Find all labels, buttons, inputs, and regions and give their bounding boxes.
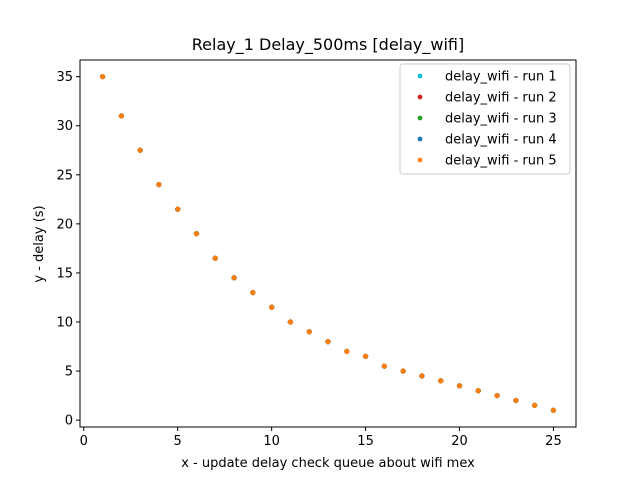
y-axis: 0 5 10 15 20 25 30 35	[56, 70, 80, 429]
data-point	[250, 289, 256, 296]
legend-label: delay_wifi - run 3	[445, 112, 557, 127]
plot-area	[79, 59, 577, 428]
data-point	[287, 319, 294, 325]
legend-box	[399, 63, 571, 175]
data-point	[550, 407, 557, 413]
series-run-5	[99, 74, 557, 413]
data-point	[344, 348, 350, 355]
data-point	[438, 378, 444, 384]
data-point	[212, 255, 218, 261]
data-point	[419, 373, 425, 379]
data-point	[156, 181, 162, 188]
x-axis-label: x - update delay check queue about wifi …	[181, 456, 475, 471]
legend-label: delay_wifi - run 2	[445, 91, 557, 106]
data-point	[513, 397, 519, 404]
data-point	[494, 392, 500, 399]
data-point	[268, 304, 275, 310]
data-point	[456, 383, 463, 389]
data-point	[306, 329, 312, 335]
y-tick-label: 30	[56, 119, 73, 134]
data-points	[99, 74, 557, 413]
data-point	[99, 74, 106, 80]
data-point	[532, 402, 538, 409]
x-tick-label: 0	[80, 434, 88, 449]
y-tick-label: 25	[56, 168, 73, 183]
chart-title: Relay_1 Delay_500ms [delay_wifi]	[192, 35, 464, 55]
legend-label: delay_wifi - run 1	[445, 70, 557, 85]
legend-marker	[417, 94, 423, 100]
data-point	[362, 353, 369, 359]
x-tick-label: 5	[174, 434, 182, 449]
x-axis: 0 5 10 15 20 25	[80, 427, 562, 449]
y-tick-label: 10	[56, 316, 73, 331]
legend-marker	[417, 73, 423, 79]
legend-marker	[417, 136, 423, 142]
x-tick-label: 20	[451, 434, 468, 449]
y-tick-label: 35	[56, 70, 73, 85]
legend-label: delay_wifi - run 5	[445, 154, 557, 169]
data-point	[193, 231, 200, 237]
x-tick-label: 10	[263, 434, 280, 449]
data-point	[175, 206, 181, 212]
data-point	[137, 147, 143, 153]
data-point	[231, 275, 237, 281]
y-tick-label: 0	[65, 414, 73, 429]
data-point	[325, 338, 331, 345]
legend: delay_wifi - run 1 delay_wifi - run 2 dela…	[399, 63, 571, 175]
y-tick-label: 15	[56, 266, 73, 281]
plot-frame	[79, 59, 577, 428]
legend-marker	[417, 115, 423, 121]
legend-marker	[417, 157, 423, 163]
data-point	[400, 368, 406, 374]
legend-label: delay_wifi - run 4	[445, 133, 557, 148]
y-tick-label: 20	[56, 217, 73, 232]
y-tick-label: 5	[65, 365, 73, 380]
data-point	[118, 113, 124, 119]
x-tick-label: 25	[545, 434, 562, 449]
data-point	[381, 363, 388, 369]
y-axis-label: y - delay (s)	[32, 205, 47, 282]
x-tick-label: 15	[357, 434, 374, 449]
data-point	[475, 388, 481, 394]
